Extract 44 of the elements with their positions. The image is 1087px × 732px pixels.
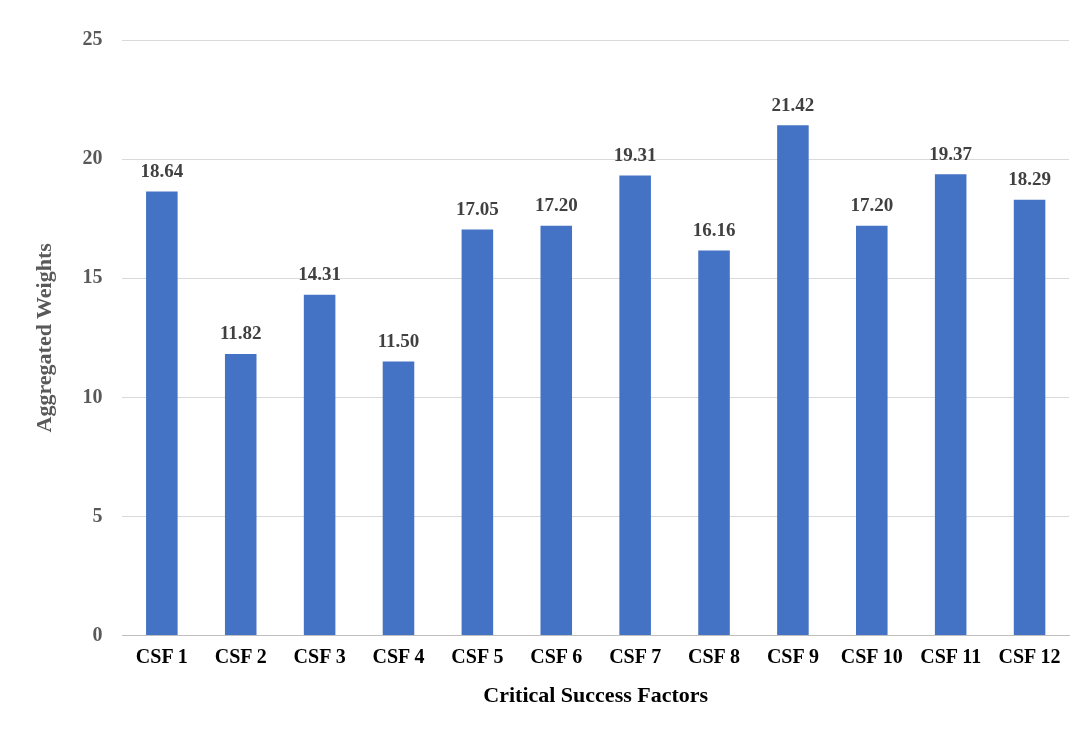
data-label: 17.20 — [534, 194, 578, 216]
bar — [540, 225, 573, 636]
bar — [777, 125, 809, 636]
x-tick-label: CSF 9 — [766, 644, 819, 667]
data-label: 18.29 — [1008, 168, 1051, 190]
y-tick-label: 10 — [82, 384, 103, 407]
bar — [698, 250, 730, 636]
x-tick-label: CSF 12 — [998, 644, 1061, 667]
bar — [303, 294, 336, 636]
bar — [856, 225, 888, 636]
data-label: 11.50 — [377, 330, 420, 352]
y-tick-label: 20 — [82, 146, 103, 169]
y-tick-label: 0 — [92, 622, 103, 645]
x-tick-label: CSF 11 — [920, 644, 982, 667]
bar — [934, 174, 967, 636]
y-tick-label: 25 — [82, 27, 103, 50]
x-tick-label: CSF 10 — [840, 644, 903, 667]
x-axis-title: Critical Success Factors — [483, 682, 709, 708]
y-tick-label: 5 — [92, 503, 103, 526]
x-tick-label: CSF 7 — [609, 644, 662, 667]
bar — [146, 191, 178, 636]
data-label: 14.31 — [298, 263, 341, 285]
y-axis-title: Aggregated Weights — [30, 242, 56, 433]
x-tick-label: CSF 8 — [688, 644, 741, 667]
x-tick-label: CSF 3 — [293, 644, 346, 667]
x-tick-label: CSF 2 — [214, 644, 267, 667]
data-label: 21.42 — [771, 93, 815, 115]
data-label: 17.20 — [850, 194, 894, 216]
x-tick-label: CSF 4 — [372, 644, 425, 667]
x-tick-label: CSF 5 — [451, 644, 504, 667]
bar — [224, 354, 257, 636]
data-label: 19.31 — [613, 143, 657, 165]
data-label: 16.16 — [692, 219, 736, 241]
bar — [619, 175, 651, 636]
bar — [1013, 199, 1046, 636]
bar — [461, 229, 494, 636]
x-tick-label: CSF 6 — [530, 644, 583, 667]
bar — [382, 361, 415, 636]
y-tick-label: 15 — [82, 265, 103, 288]
data-label: 18.64 — [140, 159, 184, 181]
data-label: 19.37 — [929, 142, 973, 164]
data-label: 11.82 — [219, 322, 262, 344]
data-label: 17.05 — [456, 197, 499, 219]
x-tick-label: CSF 1 — [135, 644, 188, 667]
